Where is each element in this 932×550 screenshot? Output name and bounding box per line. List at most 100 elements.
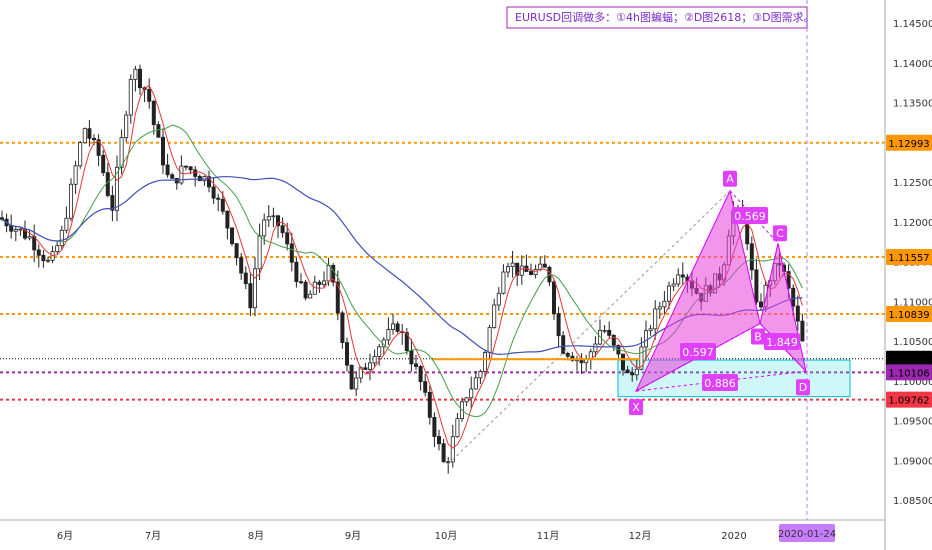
candles-layer xyxy=(0,64,805,474)
candle-body xyxy=(505,266,510,273)
candle-body xyxy=(59,229,64,247)
pattern-point-tag xyxy=(751,328,765,345)
candle-body xyxy=(234,243,239,259)
pattern-point-tag xyxy=(773,225,787,242)
candle-body xyxy=(492,304,497,328)
price-tag-bg xyxy=(886,364,932,381)
candle-body xyxy=(133,68,138,80)
candle-body xyxy=(501,271,506,294)
candle-body xyxy=(363,367,368,370)
candle-body xyxy=(538,263,543,270)
candle-body xyxy=(298,281,303,284)
candle-body xyxy=(179,165,184,184)
candle-body xyxy=(630,372,635,376)
candle-body xyxy=(124,114,129,138)
current-date-label: 2020-01-24 xyxy=(778,529,836,540)
candle-body xyxy=(754,269,759,303)
candle-body xyxy=(561,335,566,354)
candle-body xyxy=(294,261,299,283)
pattern-point-label: D xyxy=(799,381,807,394)
price-tag-bg xyxy=(886,248,932,265)
candle-body xyxy=(625,369,630,374)
candle-body xyxy=(110,195,115,211)
ratio-label: 0.886 xyxy=(704,377,736,390)
candle-body xyxy=(344,342,349,366)
candle-body xyxy=(409,350,414,365)
candle-body xyxy=(441,443,446,463)
pattern-point-label: A xyxy=(726,173,734,186)
price-tag-bg xyxy=(886,350,932,367)
candle-body xyxy=(46,259,51,262)
candle-body xyxy=(354,377,359,390)
candle-body xyxy=(36,249,41,256)
candle-body xyxy=(206,176,211,188)
candle-body xyxy=(285,232,290,245)
candle-body xyxy=(257,235,262,270)
candle-body xyxy=(510,262,515,267)
candle-body xyxy=(96,139,101,156)
y-tick-label: 1.10500 xyxy=(893,337,932,348)
candle-body xyxy=(759,301,764,308)
candle-body xyxy=(115,166,120,211)
candle-body xyxy=(367,362,372,370)
candle-body xyxy=(386,329,391,341)
candle-body xyxy=(542,263,547,268)
candle-body xyxy=(239,257,244,274)
candle-body xyxy=(349,364,354,390)
chart-title: EURUSD回调做多：①4h图蝙蝠；②D图2618；③D图需求。 xyxy=(515,10,815,24)
candle-body xyxy=(680,274,685,278)
candle-body xyxy=(262,219,267,237)
candle-body xyxy=(556,313,561,337)
candle-body xyxy=(390,323,395,330)
candle-body xyxy=(455,418,460,438)
x-tick-label: 2020 xyxy=(721,531,746,542)
candle-body xyxy=(280,225,285,234)
candle-body xyxy=(634,368,639,376)
candle-body xyxy=(395,323,400,332)
x-tick-label: 6月 xyxy=(57,530,73,542)
candle-body xyxy=(92,137,97,141)
candle-body xyxy=(607,329,612,336)
candle-body xyxy=(289,243,294,263)
candle-body xyxy=(482,352,487,372)
candle-body xyxy=(156,124,161,138)
candle-body xyxy=(418,366,423,383)
y-tick-label: 1.13500 xyxy=(893,99,932,110)
candle-body xyxy=(165,164,170,176)
candle-body xyxy=(220,198,225,212)
candle-body xyxy=(266,216,271,221)
y-tick-label: 1.08500 xyxy=(893,496,932,507)
candle-body xyxy=(533,268,538,275)
candle-body xyxy=(41,254,46,262)
candle-body xyxy=(423,381,428,393)
price-tag-bg xyxy=(886,306,932,323)
candle-body xyxy=(317,281,322,285)
y-tick-label: 1.11000 xyxy=(893,297,932,308)
candle-body xyxy=(151,100,156,126)
candle-body xyxy=(648,328,653,332)
candle-body xyxy=(473,377,478,390)
pattern-point-label: C xyxy=(776,227,784,240)
candle-body xyxy=(147,89,152,102)
y-tick-label: 1.12500 xyxy=(893,178,932,189)
ratio-label: 1.849 xyxy=(766,336,798,349)
pattern-point-label: B xyxy=(754,331,762,344)
candle-body xyxy=(271,215,276,218)
ratio-tag xyxy=(732,207,768,224)
ratio-tag xyxy=(680,343,716,360)
candle-body xyxy=(321,280,326,285)
candle-body xyxy=(78,142,83,167)
candle-body xyxy=(602,329,607,332)
candle-body xyxy=(450,436,455,463)
x-tick-label: 12月 xyxy=(629,530,652,542)
candle-body xyxy=(529,271,534,275)
ratio-label: 0.569 xyxy=(734,210,766,223)
candle-body xyxy=(248,283,253,309)
x-tick-label: 9月 xyxy=(345,530,361,542)
candle-body xyxy=(653,308,658,330)
candle-body xyxy=(101,155,106,174)
price-tag-bg xyxy=(886,134,932,151)
candle-body xyxy=(18,228,23,231)
candle-body xyxy=(667,285,672,302)
